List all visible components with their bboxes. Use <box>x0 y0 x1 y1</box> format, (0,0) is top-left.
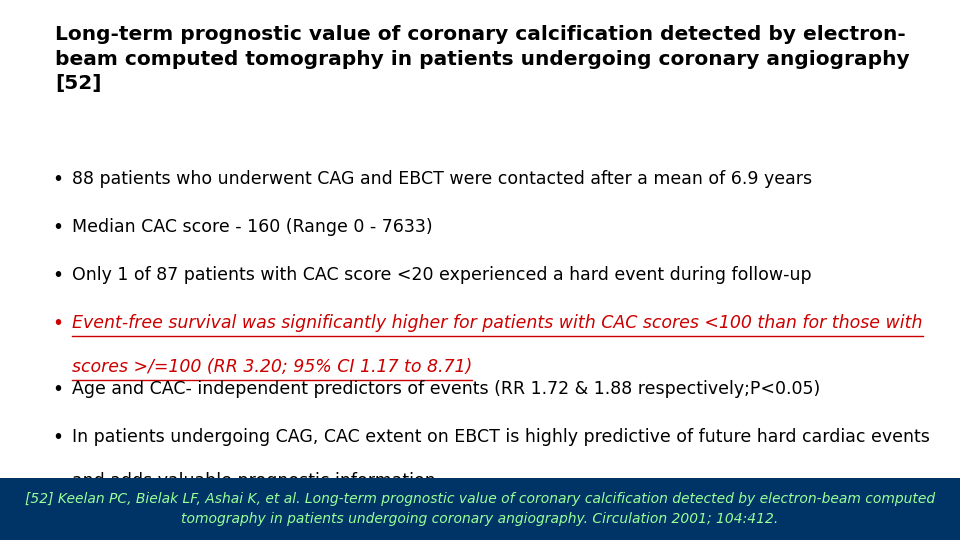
Text: 88 patients who underwent CAG and EBCT were contacted after a mean of 6.9 years: 88 patients who underwent CAG and EBCT w… <box>72 170 812 188</box>
Text: [52] Keelan PC, Bielak LF, Ashai K, et al. Long-term prognostic value of coronar: [52] Keelan PC, Bielak LF, Ashai K, et a… <box>25 492 935 526</box>
Text: Age and CAC- independent predictors of events (RR 1.72 & 1.88 respectively;P<0.0: Age and CAC- independent predictors of e… <box>72 380 820 398</box>
Text: scores >/=100 (RR 3.20; 95% CI 1.17 to 8.71): scores >/=100 (RR 3.20; 95% CI 1.17 to 8… <box>72 358 472 376</box>
Text: Median CAC score - 160 (Range 0 - 7633): Median CAC score - 160 (Range 0 - 7633) <box>72 218 433 236</box>
Text: •: • <box>52 266 63 285</box>
Text: Only 1 of 87 patients with CAC score <20 experienced a hard event during follow-: Only 1 of 87 patients with CAC score <20… <box>72 266 811 284</box>
Text: •: • <box>52 218 63 237</box>
Text: •: • <box>52 314 63 333</box>
Text: and adds valuable prognostic information: and adds valuable prognostic information <box>72 472 436 490</box>
Bar <box>0 478 960 540</box>
Text: •: • <box>52 428 63 447</box>
Text: •: • <box>52 380 63 399</box>
Text: Long-term prognostic value of coronary calcification detected by electron-
beam : Long-term prognostic value of coronary c… <box>55 25 910 93</box>
Text: •: • <box>52 170 63 189</box>
Text: Event-free survival was significantly higher for patients with CAC scores <100 t: Event-free survival was significantly hi… <box>72 314 923 332</box>
Text: In patients undergoing CAG, CAC extent on EBCT is highly predictive of future ha: In patients undergoing CAG, CAC extent o… <box>72 428 930 446</box>
